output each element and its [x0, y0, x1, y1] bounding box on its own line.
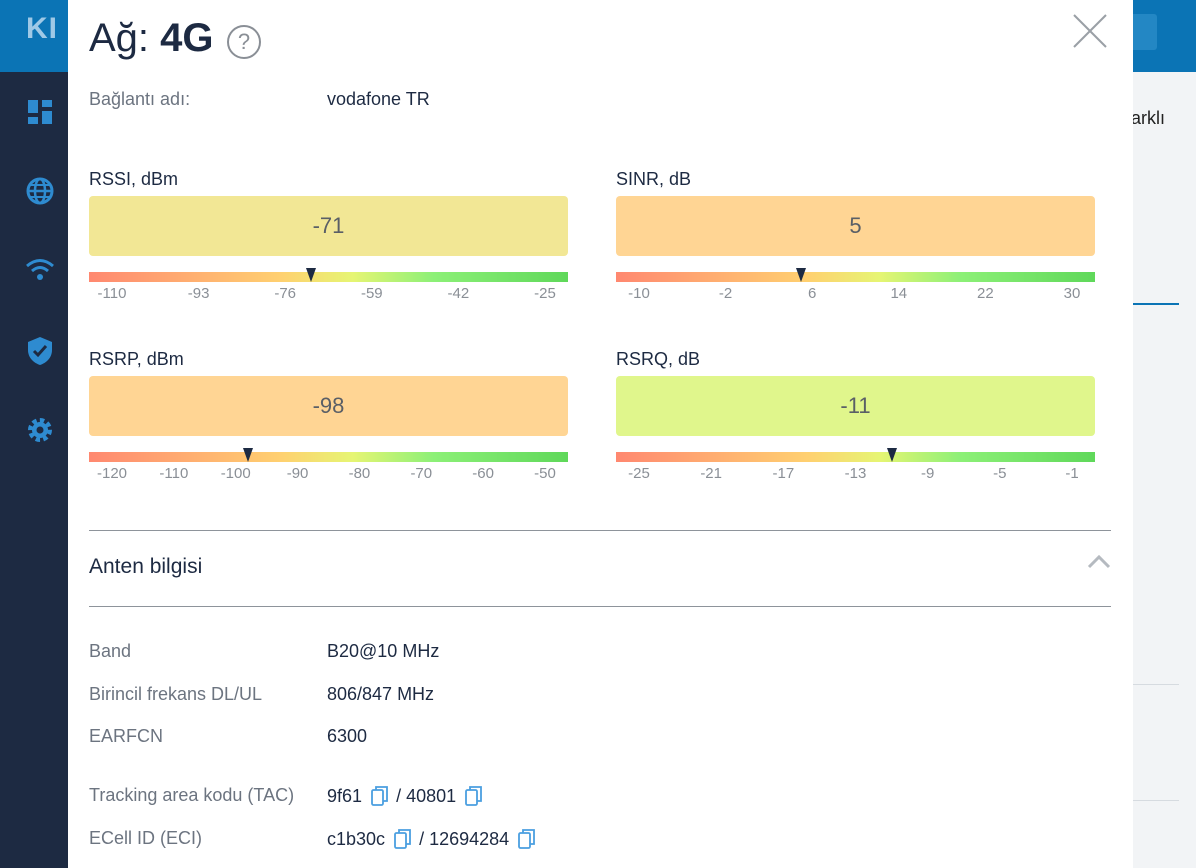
gauge-tick-label: 14 — [890, 285, 908, 302]
background-text: arklı — [1131, 108, 1166, 128]
gauge-value-box: 5 — [616, 196, 1095, 256]
gauge-tick-label: 6 — [808, 285, 817, 302]
gauge-title: SINR, dB — [616, 169, 692, 189]
copy-icon[interactable] — [394, 828, 412, 850]
tac-separator: / — [396, 786, 407, 806]
globe-icon[interactable] — [22, 173, 58, 209]
gauge-tick-label: -10 — [628, 285, 650, 302]
eci-label: ECell ID (ECI) — [89, 828, 203, 848]
gauge-value-box: -71 — [89, 196, 568, 256]
copy-icon[interactable] — [465, 785, 483, 807]
gauge-marker — [305, 268, 316, 282]
gauge-tick-label: -25 — [628, 465, 650, 482]
gauge-ticks: -120 -110 -100 -90 -80 -70 -60 -50 — [89, 465, 568, 485]
earfcn-label: EARFCN — [89, 726, 164, 746]
connection-name-value: vodafone TR — [327, 89, 430, 109]
gauge-tick-label: -21 — [700, 465, 722, 482]
gauge-scale-bar — [616, 272, 1095, 282]
band-label: Band — [89, 641, 132, 661]
gauge-tick-label: -17 — [772, 465, 795, 482]
gauge-marker — [796, 268, 807, 282]
background-divider — [1133, 303, 1179, 305]
gauge-tick-label: -100 — [220, 465, 251, 482]
band-value: B20@10 MHz — [327, 641, 440, 661]
earfcn-value: 6300 — [327, 726, 368, 746]
gauge-tick-label: -76 — [274, 285, 297, 302]
background-divider — [1133, 800, 1179, 801]
modal-title: Ağ: 4G — [89, 16, 214, 61]
eci-separator: / — [419, 829, 430, 849]
tac-hex: 9f61 — [327, 786, 363, 806]
gauge-ticks: -25 -21 -17 -13 -9 -5 -1 — [616, 465, 1095, 485]
gauge-tick-label: -80 — [348, 465, 371, 482]
gauge-ticks: -10 -2 6 14 22 30 — [616, 285, 1095, 305]
shield-icon[interactable] — [22, 333, 58, 369]
gauge-marker — [243, 448, 254, 462]
gauge-tick-label: -110 — [97, 285, 127, 302]
connection-name-label: Bağlantı adı: — [89, 89, 191, 109]
gauge-tick-label: -93 — [187, 285, 210, 302]
frequency-label: Birincil frekans DL/UL — [89, 684, 263, 704]
logo: KI — [26, 12, 58, 45]
tac-dec: 40801 — [406, 786, 457, 806]
eci-value: c1b30c / 12694284 — [327, 828, 538, 850]
gauge-tick-label: -42 — [447, 285, 470, 302]
section-divider — [89, 530, 1111, 531]
background-divider — [1133, 684, 1179, 685]
gauge-title: RSRQ, dB — [616, 349, 701, 369]
antenna-section-title[interactable]: Anten bilgisi — [89, 555, 203, 578]
gauge-tick-label: -1 — [1065, 465, 1079, 482]
frequency-value: 806/847 MHz — [327, 684, 435, 704]
background-content — [1133, 72, 1196, 868]
gauge-value-box: -11 — [616, 376, 1095, 436]
gauge-ticks: -110 -93 -76 -59 -42 -25 — [89, 285, 568, 305]
gauge-tick-label: 30 — [1063, 285, 1081, 302]
gauge-tick-label: -5 — [993, 465, 1007, 482]
dashboard-icon[interactable] — [22, 94, 58, 130]
gauge-tick-label: -25 — [534, 285, 556, 302]
section-divider — [89, 606, 1111, 607]
sidebar — [0, 72, 68, 868]
gauge-tick-label: -13 — [844, 465, 867, 482]
help-icon[interactable]: ? — [227, 25, 261, 59]
gauge-tick-label: -90 — [286, 465, 309, 482]
eci-hex: c1b30c — [327, 829, 386, 849]
title-network-type: 4G — [160, 16, 214, 60]
tac-value: 9f61 / 40801 — [327, 785, 485, 807]
copy-icon[interactable] — [518, 828, 536, 850]
gauge-tick-label: -120 — [96, 465, 128, 482]
gauge-tick-label: -59 — [360, 285, 383, 302]
tac-label: Tracking area kodu (TAC) — [89, 785, 295, 805]
gauge-tick-label: -50 — [534, 465, 556, 482]
gauge-tick-label: 22 — [977, 285, 994, 302]
title-prefix: Ağ: — [89, 16, 150, 60]
eci-dec: 12694284 — [429, 829, 510, 849]
gauge-scale-bar — [616, 452, 1095, 462]
gauge-scale-bar — [89, 272, 568, 282]
chevron-up-icon[interactable] — [1087, 553, 1111, 569]
gauge-tick-label: -2 — [718, 285, 733, 302]
close-icon[interactable] — [1071, 12, 1109, 50]
gauge-tick-label: -110 — [159, 465, 189, 482]
gauge-tick-label: -70 — [410, 465, 433, 482]
gauge-title: RSRP, dBm — [89, 349, 184, 369]
network-modal: Ağ: 4G ? Bağlantı adı: vodafone TR RSSI,… — [68, 0, 1133, 868]
gauge-scale-bar — [89, 452, 568, 462]
gauge-value-box: -98 — [89, 376, 568, 436]
gauge-tick-label: -60 — [472, 465, 494, 482]
wifi-icon[interactable] — [22, 252, 58, 288]
gauge-tick-label: -9 — [920, 465, 935, 482]
copy-icon[interactable] — [371, 785, 389, 807]
gauge-title: RSSI, dBm — [89, 169, 179, 189]
gauge-marker — [886, 448, 897, 462]
gear-icon[interactable] — [22, 412, 58, 448]
